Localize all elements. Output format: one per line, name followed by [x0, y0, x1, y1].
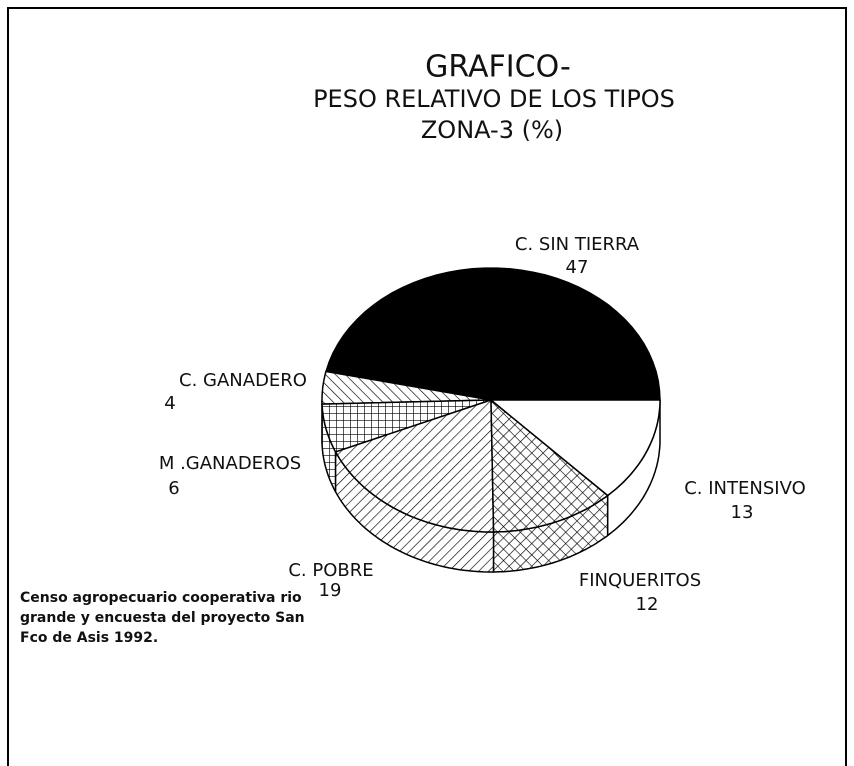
value-label: 6	[168, 478, 179, 499]
chart-title: ZONA-3 (%)	[421, 116, 563, 144]
source-note: Censo agropecuario cooperativa rio	[20, 590, 302, 606]
chart-title: GRAFICO-	[425, 50, 571, 85]
source-note: Fco de Asis 1992.	[20, 630, 158, 646]
value-label: 12	[636, 594, 659, 615]
value-label: 13	[731, 502, 754, 523]
pie-slice	[325, 267, 661, 401]
pie-slice	[334, 398, 495, 533]
pie-slice	[321, 370, 492, 405]
slice-label: C. INTENSIVO	[684, 478, 806, 499]
chart-title: PESO RELATIVO DE LOS TIPOS	[313, 85, 675, 113]
slice-label: M .GANADEROS	[159, 453, 301, 474]
source-note: grande y encuesta del proyecto San	[20, 610, 305, 626]
slice-label: C. GANADERO	[179, 370, 307, 391]
slice-label: FINQUERITOS	[579, 570, 701, 591]
slice-label: C. SIN TIERRA	[515, 234, 640, 255]
pie-slice	[490, 398, 609, 533]
slice-label: C. POBRE	[288, 560, 373, 581]
value-label: 19	[319, 580, 342, 601]
value-label: 47	[566, 257, 589, 278]
frame	[7, 7, 847, 766]
pie-slice	[488, 399, 661, 497]
pie-slice	[321, 399, 492, 453]
value-label: 4	[164, 393, 175, 414]
